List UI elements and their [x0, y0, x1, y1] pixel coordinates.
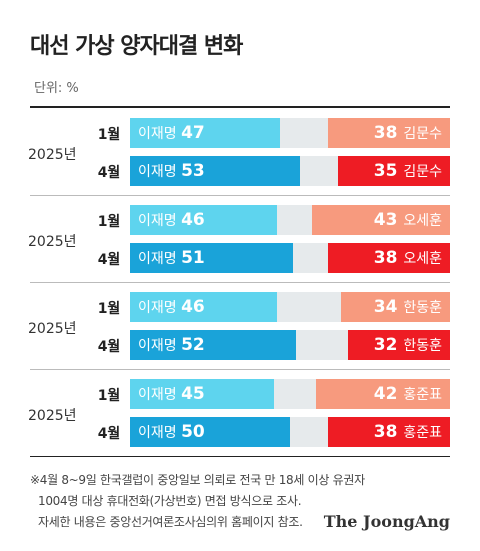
lee-value-label: 이재명 51 [138, 243, 205, 273]
year-label: 2025년 [28, 147, 77, 163]
lee-value: 52 [181, 335, 205, 355]
opponent-name: 김문수 [403, 126, 442, 142]
lee-name: 이재명 [138, 164, 182, 180]
lee-value: 53 [181, 161, 205, 181]
lee-value-label: 이재명 46 [138, 292, 205, 322]
opponent-value-label: 38 김문수 [374, 118, 442, 148]
lee-name: 이재명 [138, 126, 182, 142]
lee-bar: 이재명 52 [130, 330, 297, 360]
month-label: 4월 [97, 339, 121, 355]
lee-bar: 이재명 46 [130, 292, 278, 322]
lee-value-label: 이재명 50 [138, 417, 205, 447]
opponent-value-label: 38 홍준표 [374, 417, 442, 447]
opponent-name: 홍준표 [403, 387, 442, 403]
lee-value-label: 이재명 46 [138, 205, 205, 235]
lee-value: 46 [181, 297, 205, 317]
lee-value: 46 [181, 210, 205, 230]
lee-name: 이재명 [138, 300, 182, 316]
lee-bar: 이재명 50 [130, 417, 290, 447]
lee-value: 47 [181, 123, 205, 143]
lee-bar: 이재명 53 [130, 156, 300, 186]
year-label: 2025년 [28, 321, 77, 337]
lee-bar: 이재명 51 [130, 243, 294, 273]
opponent-bar: 34 한동훈 [341, 292, 450, 322]
opponent-value: 35 [373, 161, 404, 181]
month-label: 4월 [97, 252, 121, 268]
opponent-value: 38 [373, 123, 404, 143]
group-separator [30, 369, 450, 370]
lee-value-label: 이재명 53 [138, 156, 205, 186]
opponent-bar: 38 홍준표 [328, 417, 450, 447]
opponent-value: 34 [373, 297, 404, 317]
month-label: 4월 [97, 426, 121, 442]
lee-bar: 이재명 47 [130, 118, 281, 148]
lee-name: 이재명 [138, 213, 182, 229]
opponent-value-label: 38 오세훈 [374, 243, 442, 273]
year-label: 2025년 [28, 234, 77, 250]
lee-name: 이재명 [138, 251, 182, 267]
lee-value: 50 [181, 422, 205, 442]
opponent-name: 한동훈 [403, 300, 442, 316]
opponent-name: 오세훈 [403, 213, 442, 229]
month-label: 1월 [97, 301, 121, 317]
month-label: 1월 [97, 214, 121, 230]
lee-value: 45 [181, 384, 205, 404]
opponent-bar: 38 오세훈 [328, 243, 450, 273]
opponent-value: 38 [373, 422, 404, 442]
opponent-value: 32 [373, 335, 404, 355]
top-rule [30, 106, 450, 108]
opponent-bar: 38 김문수 [328, 118, 450, 148]
footnote-line-1: ※4월 8~9일 한국갤럽이 중앙일보 의뢰로 전국 만 18세 이상 유권자 [30, 473, 365, 487]
brand-logo: The JoongAng [323, 512, 450, 531]
opponent-value: 42 [373, 384, 404, 404]
lee-value-label: 이재명 47 [138, 118, 205, 148]
lee-bar: 이재명 45 [130, 379, 274, 409]
opponent-value: 43 [373, 210, 404, 230]
group-separator [30, 195, 450, 196]
lee-name: 이재명 [138, 425, 182, 441]
opponent-name: 오세훈 [403, 251, 442, 267]
opponent-bar: 35 김문수 [338, 156, 450, 186]
opponent-name: 한동훈 [403, 338, 442, 354]
lee-value-label: 이재명 45 [138, 379, 205, 409]
opponent-bar: 43 오세훈 [312, 205, 450, 235]
opponent-value-label: 34 한동훈 [374, 292, 442, 322]
opponent-name: 홍준표 [403, 425, 442, 441]
month-label: 4월 [97, 165, 121, 181]
opponent-value-label: 42 홍준표 [374, 379, 442, 409]
lee-name: 이재명 [138, 387, 182, 403]
opponent-value-label: 32 한동훈 [374, 330, 442, 360]
opponent-bar: 42 홍준표 [315, 379, 450, 409]
bottom-rule [30, 456, 450, 457]
opponent-bar: 32 한동훈 [347, 330, 450, 360]
lee-value-label: 이재명 52 [138, 330, 205, 360]
footnote-line-3: 자세한 내용은 중앙선거여론조사심의위 홈페이지 참조. [38, 515, 303, 529]
lee-name: 이재명 [138, 338, 182, 354]
chart-title: 대선 가상 양자대결 변화 [30, 34, 243, 59]
month-label: 1월 [97, 127, 121, 143]
unit-label: 단위: % [34, 81, 79, 96]
year-label: 2025년 [28, 408, 77, 424]
footnote-line-2: 1004명 대상 휴대전화(가상번호) 면접 방식으로 조사. [38, 494, 302, 508]
lee-value: 51 [181, 248, 205, 268]
opponent-name: 김문수 [403, 164, 442, 180]
opponent-value-label: 43 오세훈 [374, 205, 442, 235]
month-label: 1월 [97, 388, 121, 404]
group-separator [30, 282, 450, 283]
footnote: ※4월 8~9일 한국갤럽이 중앙일보 의뢰로 전국 만 18세 이상 유권자 … [30, 470, 460, 533]
opponent-value-label: 35 김문수 [374, 156, 442, 186]
opponent-value: 38 [373, 248, 404, 268]
lee-bar: 이재명 46 [130, 205, 278, 235]
